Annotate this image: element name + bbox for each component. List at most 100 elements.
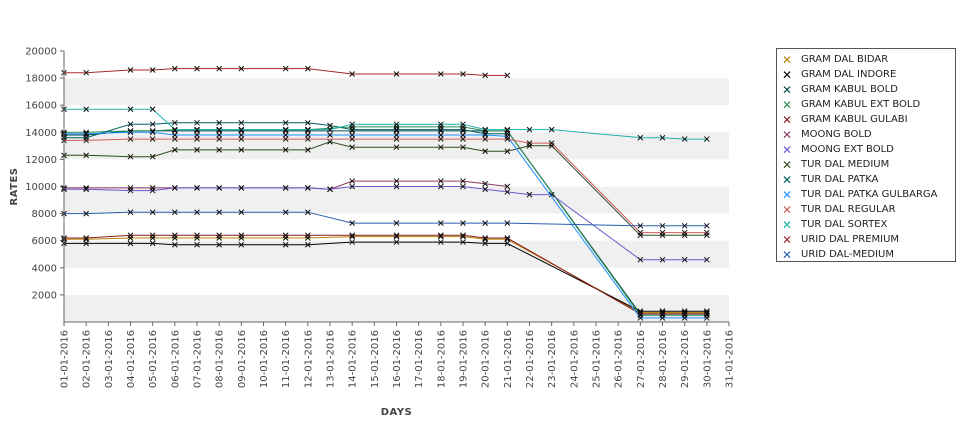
data-point-marker bbox=[171, 119, 178, 126]
legend-marker-icon: ✕ bbox=[781, 67, 793, 82]
y-tick-label: 4000 bbox=[32, 263, 57, 274]
series-line bbox=[64, 234, 707, 315]
data-point-marker bbox=[526, 140, 533, 146]
data-point-marker bbox=[703, 315, 710, 321]
legend-item: ✕ GRAM DAL INDORE bbox=[781, 67, 896, 82]
data-point-marker bbox=[194, 185, 200, 191]
data-point-marker bbox=[171, 132, 178, 138]
legend-marker-icon: ✕ bbox=[781, 202, 793, 217]
data-point-marker bbox=[216, 126, 223, 133]
y-tick-label: 8000 bbox=[32, 209, 57, 220]
data-point-marker bbox=[637, 315, 644, 321]
legend-item: ✕ TUR DAL PATKA GULBARGA bbox=[781, 187, 938, 202]
data-point-marker bbox=[460, 71, 466, 77]
data-point-marker bbox=[703, 256, 710, 263]
data-point-marker bbox=[504, 220, 511, 226]
data-point-marker bbox=[149, 153, 156, 160]
data-point-marker bbox=[171, 232, 178, 239]
legend-label: GRAM KABUL EXT BOLD bbox=[801, 99, 921, 110]
data-point-marker bbox=[482, 132, 489, 138]
data-point-marker bbox=[282, 147, 289, 153]
x-axis-title: DAYS bbox=[381, 407, 413, 418]
x-tick-label: 19-01-2016 bbox=[459, 330, 470, 388]
x-tick-label: 04-01-2016 bbox=[126, 330, 137, 388]
data-point-marker bbox=[194, 65, 200, 72]
x-tick-label: 29-01-2016 bbox=[680, 330, 691, 388]
legend-label: TUR DAL REGULAR bbox=[801, 204, 896, 215]
x-tick-label: 20-01-2016 bbox=[481, 330, 492, 388]
legend-item: ✕ URID DAL-MEDIUM bbox=[781, 247, 894, 262]
data-point-marker bbox=[127, 136, 134, 142]
data-point-marker bbox=[238, 209, 245, 216]
data-point-marker bbox=[460, 232, 466, 239]
x-tick-label: 03-01-2016 bbox=[104, 330, 115, 388]
grid-band bbox=[64, 132, 729, 160]
legend-label: GRAM DAL BIDAR bbox=[801, 54, 889, 65]
y-tick-label: 2000 bbox=[32, 290, 57, 301]
data-point-marker bbox=[216, 241, 223, 248]
legend-label: GRAM DAL INDORE bbox=[801, 69, 897, 80]
legend-label: TUR DAL MEDIUM bbox=[801, 159, 890, 170]
data-point-marker bbox=[349, 220, 356, 226]
data-point-marker bbox=[304, 147, 311, 153]
data-point-marker bbox=[127, 121, 134, 128]
series-lines bbox=[61, 65, 710, 321]
data-point-marker bbox=[504, 136, 511, 142]
data-point-marker bbox=[437, 232, 444, 239]
legend-marker-icon: ✕ bbox=[781, 247, 793, 262]
data-point-marker bbox=[681, 229, 688, 236]
data-point-marker bbox=[127, 187, 134, 194]
data-point-marker bbox=[282, 136, 289, 142]
data-point-marker bbox=[238, 119, 245, 126]
data-point-marker bbox=[304, 209, 311, 216]
y-tick-label: 20000 bbox=[25, 47, 57, 58]
series-tur-dal-patka-gulbarga bbox=[61, 129, 710, 321]
data-point-marker bbox=[393, 136, 400, 142]
data-point-marker bbox=[504, 183, 511, 190]
y-axis-title: RATES bbox=[9, 167, 20, 205]
y-tick-label: 16000 bbox=[25, 101, 57, 112]
data-point-marker bbox=[327, 122, 333, 129]
data-point-marker bbox=[171, 241, 178, 248]
legend-label: GRAM KABUL GULABI bbox=[801, 114, 908, 125]
y-tick-label: 10000 bbox=[25, 182, 57, 193]
data-point-marker bbox=[548, 191, 555, 198]
data-point-marker bbox=[460, 220, 466, 226]
x-tick-label: 16-01-2016 bbox=[392, 330, 403, 388]
x-tick-label: 26-01-2016 bbox=[614, 330, 625, 388]
x-tick-label: 06-01-2016 bbox=[170, 330, 181, 388]
data-point-marker bbox=[703, 222, 710, 229]
data-point-marker bbox=[548, 140, 555, 146]
data-point-marker bbox=[504, 72, 511, 79]
data-point-marker bbox=[437, 144, 444, 151]
data-point-marker bbox=[238, 232, 245, 239]
legend-label: GRAM KABUL BOLD bbox=[801, 84, 898, 95]
x-tick-label: 08-01-2016 bbox=[215, 330, 226, 388]
data-point-marker bbox=[637, 222, 644, 229]
legend-item: ✕ TUR DAL PATKA bbox=[781, 172, 879, 187]
data-point-marker bbox=[482, 186, 489, 193]
data-point-marker bbox=[304, 132, 311, 138]
data-point-marker bbox=[327, 138, 333, 145]
data-point-marker bbox=[659, 311, 666, 317]
series-tur-dal-sortex bbox=[61, 106, 710, 142]
legend-marker-icon: ✕ bbox=[781, 157, 793, 172]
data-point-marker bbox=[149, 67, 156, 73]
data-point-marker bbox=[548, 126, 555, 133]
series-line bbox=[64, 138, 707, 234]
legend-label: MOONG EXT BOLD bbox=[801, 144, 894, 155]
data-point-marker bbox=[171, 185, 178, 191]
data-point-marker bbox=[437, 239, 444, 245]
data-point-marker bbox=[171, 209, 178, 216]
data-point-marker bbox=[216, 136, 223, 142]
data-point-marker bbox=[526, 126, 533, 133]
data-point-marker bbox=[216, 119, 223, 126]
series-moong-ext-bold bbox=[61, 183, 710, 263]
x-tick-label: 07-01-2016 bbox=[193, 330, 204, 388]
data-point-marker bbox=[282, 241, 289, 248]
data-point-marker bbox=[460, 132, 466, 138]
data-point-marker bbox=[194, 209, 200, 216]
legend-marker-icon: ✕ bbox=[781, 112, 793, 127]
data-point-marker bbox=[83, 106, 90, 113]
data-point-marker bbox=[282, 119, 289, 126]
